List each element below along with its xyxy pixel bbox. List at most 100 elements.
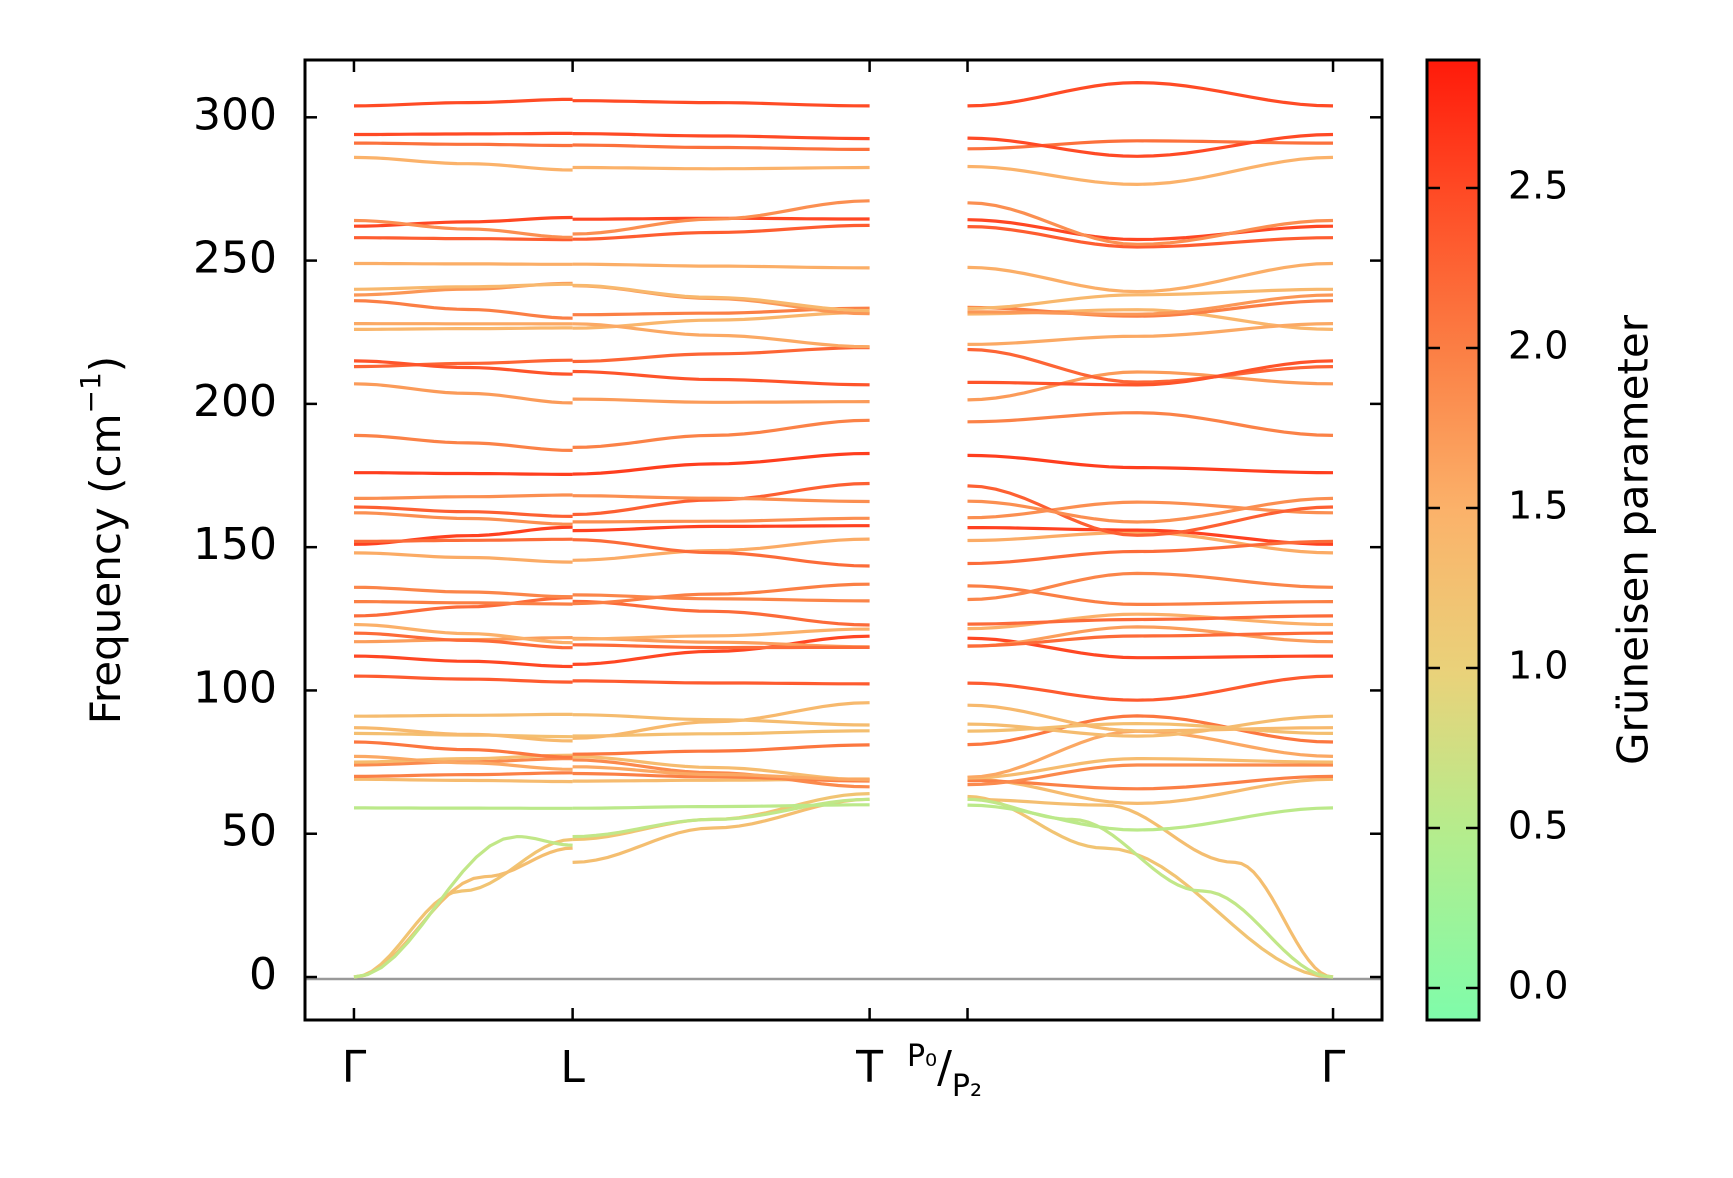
y-tick-label: 0: [249, 949, 277, 1000]
band-line: [967, 631, 1334, 648]
band-line: [353, 585, 573, 599]
band-line: [354, 537, 573, 543]
band-line: [572, 165, 870, 171]
band-line: [572, 283, 870, 313]
band-line: [572, 713, 870, 727]
colorbar-label: Grüneisen parameter: [1609, 314, 1658, 765]
band-line: [572, 322, 870, 349]
band-line: [967, 612, 1334, 631]
band-line: [572, 771, 870, 783]
band-line: [967, 539, 1334, 566]
band-line: [967, 714, 1334, 738]
x-tick-label: T: [855, 1042, 883, 1093]
band-line: [967, 132, 1334, 158]
band-line: [353, 358, 573, 369]
x-tick-label: Γ: [342, 1042, 367, 1093]
band-line: [572, 199, 870, 236]
band-line: [967, 453, 1334, 475]
band-line: [967, 322, 1334, 346]
band-line: [354, 261, 573, 266]
band-line: [967, 155, 1334, 187]
band-line: [967, 139, 1333, 151]
band-line: [967, 756, 1334, 780]
band-line: [354, 600, 573, 606]
cb-tick-label: 2.5: [1508, 164, 1568, 208]
plot-frame: [303, 58, 1384, 1022]
y-tick-label: 150: [193, 519, 277, 570]
colorbar-ticks: 0.0 0.5 1.0 1.5 2.0 2.5: [1427, 164, 1568, 1008]
y-axis-title: Frequency (cm−1): [74, 356, 130, 724]
cb-tick-label: 2.0: [1508, 324, 1568, 368]
band-line: [353, 218, 573, 239]
band-line: [967, 411, 1334, 437]
band-line: [572, 223, 870, 241]
band-line: [967, 201, 1334, 247]
band-line: [967, 763, 1333, 787]
band-line: [572, 599, 870, 627]
band-line: [572, 643, 870, 650]
band-line: [967, 797, 1334, 979]
band-line: [353, 837, 573, 979]
band-line: [967, 225, 1334, 249]
band-line: [572, 758, 870, 789]
band-line: [354, 236, 573, 242]
band-line: [572, 701, 870, 740]
band-line: [353, 596, 573, 618]
band-line: [572, 765, 870, 782]
band-line: [572, 634, 870, 666]
band-line: [572, 143, 870, 151]
band-line: [572, 346, 870, 364]
band-line: [572, 524, 870, 533]
colorbar: 0.0 0.5 1.0 1.5 2.0 2.5 Grüneisen parameter: [1425, 58, 1658, 1022]
band-line: [353, 155, 573, 172]
band-line: [354, 712, 573, 718]
band-line: [572, 262, 870, 270]
band-line: [572, 803, 870, 810]
band-line: [967, 625, 1334, 648]
band-line: [353, 551, 573, 564]
band-line: [354, 771, 573, 778]
band-line: [967, 703, 1334, 733]
band-line: [353, 511, 573, 526]
band-line: [967, 721, 1334, 735]
band-line: [353, 740, 573, 759]
y-tick-label: 200: [193, 376, 277, 427]
band-line: [572, 538, 870, 568]
band-line: [572, 481, 870, 517]
band-line: [967, 674, 1334, 702]
band-line: [572, 418, 870, 449]
band-line: [353, 299, 573, 320]
y-tick-label: 250: [193, 233, 277, 284]
cb-tick-label: 1.5: [1508, 484, 1568, 528]
band-line: [967, 777, 1334, 806]
x-axis-ticks: Γ L T P₀/P₂ Γ: [342, 60, 1346, 1104]
plot-area: 0 50 100 150 200 250 300 Γ L T P₀/P₂ Γ: [193, 58, 1384, 1104]
band-line: [967, 803, 1334, 832]
band-line: [967, 287, 1333, 311]
band-line: [572, 755, 870, 782]
band-line: [967, 261, 1334, 294]
band-line: [354, 493, 573, 500]
band-line: [967, 484, 1334, 537]
band-line: [572, 743, 870, 756]
band-line: [353, 97, 573, 108]
band-line: [354, 326, 573, 331]
band-line: [967, 571, 1334, 602]
band-line: [967, 530, 1334, 555]
phonon-bands: [353, 80, 1334, 979]
band-line: [572, 132, 870, 141]
band-line: [353, 834, 573, 979]
band-line: [967, 526, 1334, 546]
band-line: [572, 516, 870, 524]
band-line: [572, 537, 870, 562]
band-line: [353, 726, 573, 743]
band-line: [353, 505, 573, 518]
band-line: [967, 80, 1334, 108]
band-line: [967, 347, 1334, 384]
band-line: [967, 614, 1334, 626]
band-line: [572, 593, 870, 603]
band-line: [353, 631, 573, 650]
y-tick-label: 300: [193, 89, 277, 140]
band-line: [967, 794, 1334, 979]
